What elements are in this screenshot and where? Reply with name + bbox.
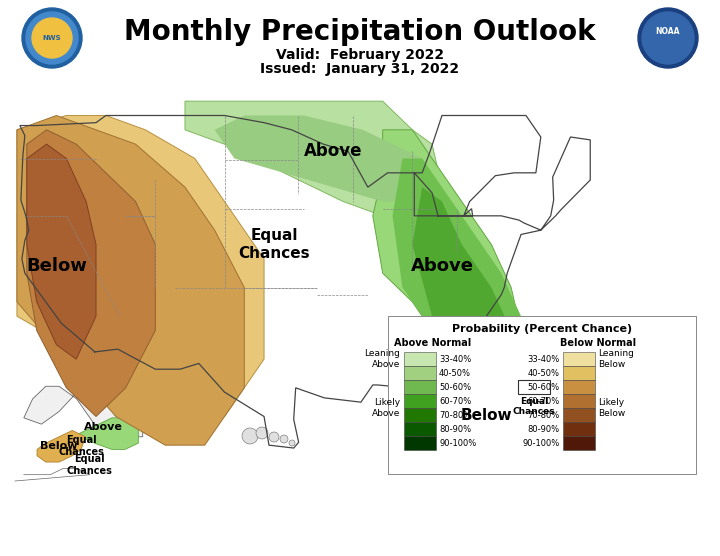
Text: 90-100%: 90-100% bbox=[439, 439, 476, 448]
Text: 50-60%: 50-60% bbox=[528, 383, 560, 391]
Polygon shape bbox=[72, 418, 138, 449]
Circle shape bbox=[32, 18, 72, 58]
Text: Leaning
Above: Leaning Above bbox=[364, 349, 400, 369]
Polygon shape bbox=[215, 116, 432, 201]
Text: NOAA: NOAA bbox=[656, 27, 680, 37]
Polygon shape bbox=[27, 144, 96, 359]
Text: Equal
Chances: Equal Chances bbox=[513, 397, 555, 416]
Text: Probability (Percent Chance): Probability (Percent Chance) bbox=[452, 324, 632, 334]
Circle shape bbox=[280, 435, 288, 443]
Bar bbox=[404, 436, 436, 450]
Polygon shape bbox=[37, 430, 86, 462]
Text: 90-100%: 90-100% bbox=[523, 439, 560, 448]
Text: Valid:  February 2022: Valid: February 2022 bbox=[276, 48, 444, 62]
Text: Leaning
Below: Leaning Below bbox=[598, 349, 634, 369]
Bar bbox=[563, 422, 595, 436]
Text: Likely
Below: Likely Below bbox=[598, 398, 625, 418]
Bar bbox=[404, 352, 436, 366]
Bar bbox=[518, 380, 550, 394]
Text: Above: Above bbox=[410, 257, 474, 275]
Text: 80-90%: 80-90% bbox=[439, 424, 471, 434]
Polygon shape bbox=[17, 116, 264, 431]
Circle shape bbox=[26, 12, 78, 64]
Bar bbox=[404, 380, 436, 394]
Circle shape bbox=[289, 440, 295, 446]
Bar bbox=[563, 408, 595, 422]
Text: Below: Below bbox=[40, 441, 78, 451]
Text: Below: Below bbox=[461, 408, 513, 423]
Text: 70-80%: 70-80% bbox=[439, 410, 472, 419]
Polygon shape bbox=[392, 158, 521, 388]
Text: Likely
Above: Likely Above bbox=[372, 398, 400, 418]
Text: 70-80%: 70-80% bbox=[528, 410, 560, 419]
Text: Equal
Chances: Equal Chances bbox=[238, 229, 310, 261]
Text: 60-70%: 60-70% bbox=[528, 396, 560, 405]
Circle shape bbox=[256, 427, 268, 439]
Polygon shape bbox=[185, 101, 442, 216]
Circle shape bbox=[642, 12, 694, 64]
Bar bbox=[404, 394, 436, 408]
Text: 60-70%: 60-70% bbox=[439, 396, 472, 405]
Polygon shape bbox=[17, 116, 244, 445]
Bar bbox=[563, 394, 595, 408]
Text: Above Normal: Above Normal bbox=[395, 338, 472, 348]
Polygon shape bbox=[27, 130, 156, 416]
Text: Above: Above bbox=[304, 142, 362, 160]
Text: Monthly Precipitation Outlook: Monthly Precipitation Outlook bbox=[124, 18, 596, 46]
Text: 40-50%: 40-50% bbox=[439, 369, 471, 378]
Polygon shape bbox=[373, 130, 521, 388]
Circle shape bbox=[269, 432, 279, 442]
Text: Below: Below bbox=[26, 257, 87, 275]
Polygon shape bbox=[422, 388, 462, 474]
Bar bbox=[404, 408, 436, 422]
Bar bbox=[563, 352, 595, 366]
Text: 33-40%: 33-40% bbox=[439, 355, 472, 364]
Circle shape bbox=[22, 8, 82, 68]
Circle shape bbox=[242, 428, 258, 444]
Bar bbox=[388, 316, 696, 474]
Text: 33-40%: 33-40% bbox=[528, 355, 560, 364]
Text: Below Normal: Below Normal bbox=[560, 338, 636, 348]
Text: 40-50%: 40-50% bbox=[528, 369, 560, 378]
Bar bbox=[563, 380, 595, 394]
Text: Above: Above bbox=[84, 423, 122, 433]
Bar bbox=[404, 422, 436, 436]
Text: Equal
Chances: Equal Chances bbox=[58, 435, 104, 457]
Text: Issued:  January 31, 2022: Issued: January 31, 2022 bbox=[261, 62, 459, 76]
Text: 50-60%: 50-60% bbox=[439, 383, 471, 391]
Circle shape bbox=[638, 8, 698, 68]
Polygon shape bbox=[413, 187, 511, 374]
Text: NWS: NWS bbox=[42, 35, 61, 41]
Bar bbox=[404, 366, 436, 380]
Text: 80-90%: 80-90% bbox=[528, 424, 560, 434]
Text: Equal
Chances: Equal Chances bbox=[67, 454, 113, 476]
Bar bbox=[563, 366, 595, 380]
Bar bbox=[563, 436, 595, 450]
Polygon shape bbox=[24, 374, 143, 437]
